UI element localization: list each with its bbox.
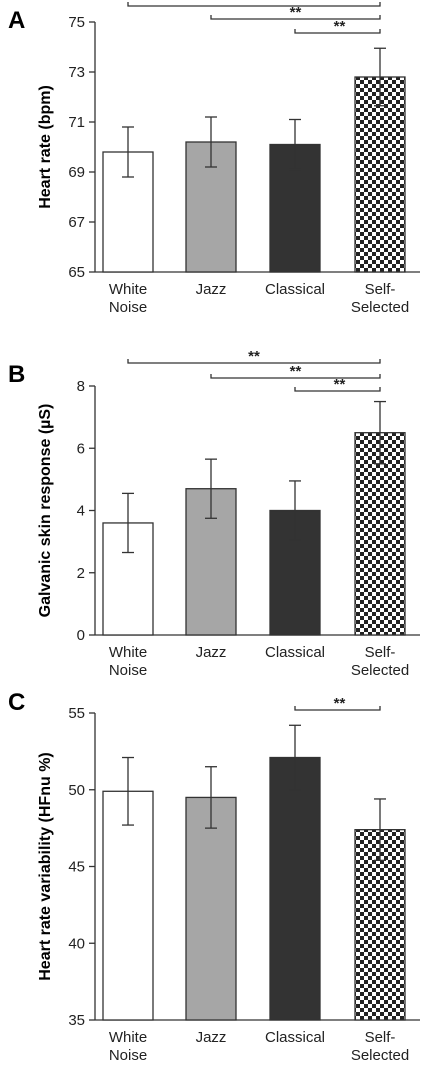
bar: [354, 432, 406, 636]
significance-label: **: [334, 695, 346, 712]
significance-label: **: [334, 18, 346, 35]
significance-bracket: [294, 387, 381, 392]
category-label: White: [109, 1029, 147, 1046]
y-tick-label: 67: [68, 214, 85, 231]
category-label: Classical: [265, 281, 325, 298]
y-tick-label: 35: [68, 1012, 85, 1029]
significance-label: **: [290, 4, 302, 21]
category-label: Selected: [351, 662, 409, 679]
category-label: Self-: [365, 1029, 396, 1046]
category-label: Selected: [351, 1047, 409, 1064]
y-tick-label: 0: [77, 627, 85, 644]
category-label: Noise: [109, 1047, 147, 1064]
y-tick-label: 2: [77, 565, 85, 582]
y-tick-label: 75: [68, 14, 85, 31]
y-tick-label: 69: [68, 164, 85, 181]
significance-label: **: [334, 376, 346, 393]
significance-bracket: [294, 706, 381, 711]
category-label: Jazz: [196, 1029, 227, 1046]
significance-bracket: [127, 359, 381, 364]
panel-c: C Heart rate variability (HFnu %) 35 40 45 50…: [8, 689, 420, 1064]
significance-bracket: [210, 15, 381, 20]
panel-letter: B: [8, 361, 25, 388]
y-tick-label: 65: [68, 264, 85, 281]
y-axis-label: Heart rate variability (HFnu %): [37, 752, 54, 981]
significance-label: **: [290, 363, 302, 380]
category-label: Classical: [265, 644, 325, 661]
bar: [185, 796, 237, 1021]
panel-letter: C: [8, 689, 25, 716]
significance-label: **: [248, 348, 260, 365]
y-tick-label: 6: [77, 440, 85, 457]
category-label: Noise: [109, 299, 147, 316]
y-tick-label: 4: [77, 503, 85, 520]
category-label: Classical: [265, 1029, 325, 1046]
significance-label: **: [248, 0, 260, 8]
bar: [269, 756, 321, 1021]
bar: [354, 829, 406, 1021]
category-label: Self-: [365, 281, 396, 298]
category-label: Self-: [365, 644, 396, 661]
y-tick-label: 40: [68, 935, 85, 952]
category-label: Jazz: [196, 644, 227, 661]
y-tick-label: 73: [68, 64, 85, 81]
panel-letter: A: [8, 7, 25, 34]
category-label: White: [109, 644, 147, 661]
category-label: Noise: [109, 662, 147, 679]
significance-bracket: [127, 2, 381, 7]
significance-bracket: [210, 374, 381, 379]
bar: [102, 790, 154, 1021]
category-label: Jazz: [196, 281, 227, 298]
panel-b: B Galvanic skin response (µS) 0 2 4 6 8 WhiteNo…: [8, 348, 420, 679]
y-tick-label: 45: [68, 859, 85, 876]
category-label: White: [109, 281, 147, 298]
y-axis-label: Heart rate (bpm): [37, 85, 54, 209]
category-label: Selected: [351, 299, 409, 316]
y-tick-label: 55: [68, 705, 85, 722]
y-tick-label: 8: [77, 378, 85, 395]
bar: [354, 76, 406, 273]
significance-bracket: [294, 29, 381, 34]
y-axis-label: Galvanic skin response (µS): [37, 404, 54, 618]
y-tick-label: 50: [68, 782, 85, 799]
y-tick-label: 71: [68, 114, 85, 131]
